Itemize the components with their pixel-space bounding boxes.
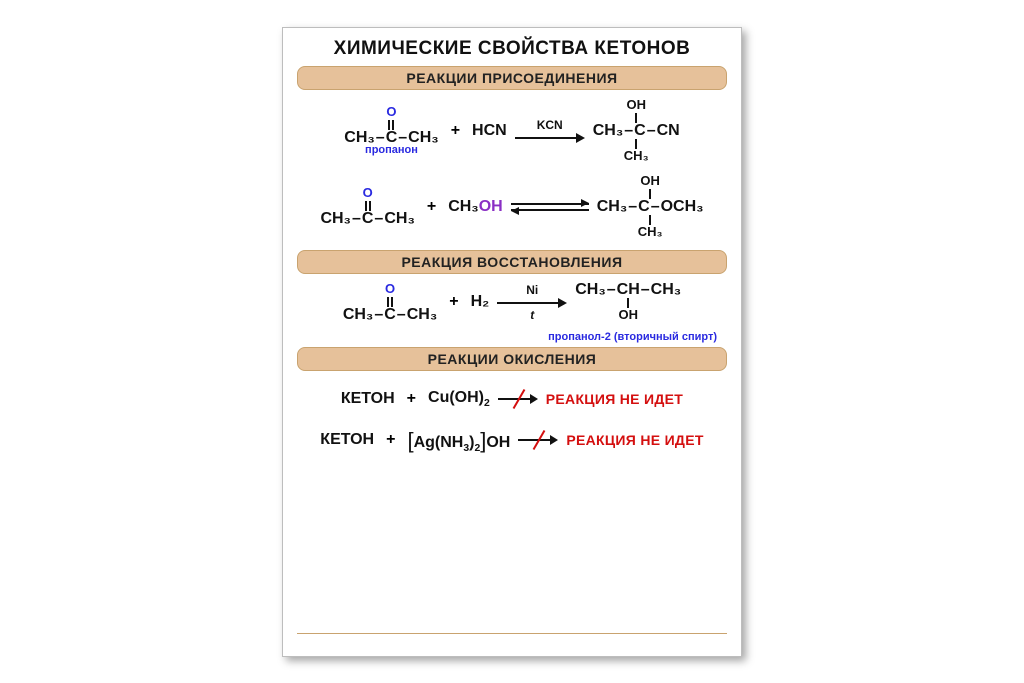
reactant-h2: H₂ xyxy=(471,293,490,311)
reagent-tollens: [Ag(NH3)2]OH xyxy=(407,427,510,454)
reaction-cuoh2: КЕТОН + Cu(OH)2 РЕАКЦИЯ НЕ ИДЕТ xyxy=(297,389,727,409)
page-title: ХИМИЧЕСКИЕ СВОЙСТВА КЕТОНОВ xyxy=(297,38,727,60)
reaction-methanol: O CH₃–C–CH₃ + CH₃OH OH CH₃–C–OCH₃ CH₃ xyxy=(297,174,727,240)
product-hemiketal: OH CH₃–C–OCH₃ CH₃ xyxy=(597,174,704,240)
reaction-hcn: O CH₃–C–CH₃ пропанон + HCN KCN OH CH₃–C–… xyxy=(297,98,727,164)
label-propanone: пропанон xyxy=(365,144,418,156)
product-cyanohydrin: OH CH₃–C–CN CH₃ xyxy=(593,98,680,164)
product-propan2ol: CH₃–CH–CH₃ OH xyxy=(575,282,681,323)
section-oxidation: РЕАКЦИИ ОКИСЛЕНИЯ xyxy=(297,347,727,371)
reactant-propanone-3: O CH₃–C–CH₃ xyxy=(343,282,437,323)
reactant-propanone-2: O CH₃–C–CH₃ xyxy=(320,186,414,227)
no-reaction-arrow-1 xyxy=(498,391,538,407)
reactant-propanone: O CH₃–C–CH₃ xyxy=(344,105,438,146)
reactant-methanol: CH₃OH xyxy=(448,198,503,216)
section-addition: РЕАКЦИИ ПРИСОЕДИНЕНИЯ xyxy=(297,66,727,90)
no-reaction-2: РЕАКЦИЯ НЕ ИДЕТ xyxy=(566,432,703,448)
reaction-reduction: O CH₃–C–CH₃ + H₂ Ni t CH₃–CH–CH₃ OH xyxy=(297,282,727,323)
equilibrium-arrow xyxy=(511,200,589,214)
no-reaction-1: РЕАКЦИЯ НЕ ИДЕТ xyxy=(546,391,683,407)
arrow-hcn: KCN xyxy=(515,118,585,143)
label-propan2ol: пропанол-2 (вторичный спирт) xyxy=(297,331,727,343)
arrow-reduction: Ni t xyxy=(497,283,567,322)
reaction-tollens: КЕТОН + [Ag(NH3)2]OH РЕАКЦИЯ НЕ ИДЕТ xyxy=(297,427,727,454)
reagent-cuoh2: Cu(OH)2 xyxy=(428,389,490,409)
footer-rule xyxy=(297,633,727,650)
chem-poster: ХИМИЧЕСКИЕ СВОЙСТВА КЕТОНОВ РЕАКЦИИ ПРИС… xyxy=(282,27,742,657)
section-reduction: РЕАКЦИЯ ВОССТАНОВЛЕНИЯ xyxy=(297,250,727,274)
reactant-hcn: HCN xyxy=(472,122,507,140)
no-reaction-arrow-2 xyxy=(518,432,558,448)
